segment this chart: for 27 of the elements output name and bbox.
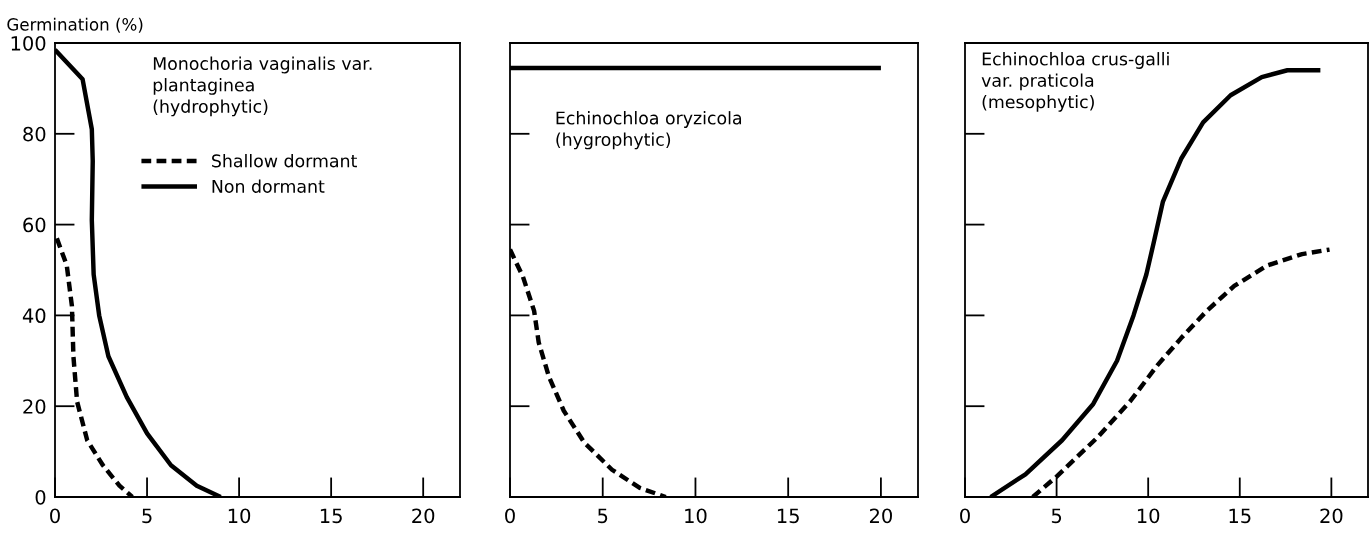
x-tick-label: 20 bbox=[412, 508, 435, 524]
annotation: Monochoria vaginalis var. plantaginea (hydrophytic) bbox=[153, 56, 372, 117]
x-tick-label: 10 bbox=[1137, 508, 1160, 524]
x-tick-label: 15 bbox=[777, 508, 799, 524]
legend-label: Shallow dormant bbox=[212, 153, 357, 168]
x-tick-label: 5 bbox=[142, 508, 152, 524]
annotation: Echinochloa oryzicola (hygrophytic) bbox=[556, 111, 742, 150]
x-tick-label: 10 bbox=[685, 508, 707, 524]
x-tick-label: 0 bbox=[505, 508, 515, 524]
y-tick-label: 20 bbox=[23, 399, 46, 414]
x-tick-label: 15 bbox=[320, 508, 342, 524]
y-tick-label: 100 bbox=[11, 35, 46, 51]
y-tick-label: 60 bbox=[23, 217, 46, 233]
x-tick-label: 0 bbox=[960, 508, 970, 524]
legend-label: Non dormant bbox=[212, 179, 325, 193]
x-tick-label: 20 bbox=[1320, 508, 1343, 524]
y-tick-label: 40 bbox=[22, 308, 46, 324]
x-tick-label: 20 bbox=[869, 508, 892, 524]
y-tick-label: 0 bbox=[35, 489, 46, 505]
y-axis-title: Germination (%) bbox=[7, 17, 143, 33]
x-tick-label: 5 bbox=[1051, 508, 1062, 524]
x-tick-label: 10 bbox=[228, 508, 251, 524]
x-tick-label: 15 bbox=[1229, 508, 1251, 524]
y-tick-label: 80 bbox=[23, 126, 46, 142]
x-tick-label: 0 bbox=[50, 508, 60, 524]
x-tick-label: 5 bbox=[598, 508, 608, 524]
annotation: Echinochloa crus-galli var. praticola (mesophytic) bbox=[981, 52, 1169, 112]
